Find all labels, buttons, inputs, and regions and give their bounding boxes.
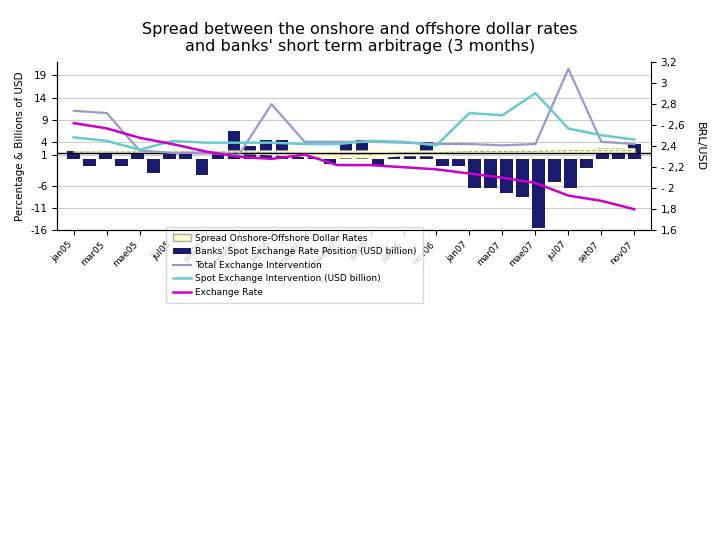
Bar: [596, 148, 608, 159]
Bar: [148, 159, 161, 173]
Bar: [468, 159, 480, 188]
Bar: [420, 142, 433, 159]
Bar: [340, 142, 352, 159]
Bar: [628, 144, 641, 159]
Bar: [532, 159, 544, 228]
Bar: [356, 139, 369, 159]
Bar: [387, 151, 400, 159]
Bar: [115, 159, 128, 166]
Y-axis label: BRL/USD: BRL/USD: [695, 122, 705, 171]
Bar: [484, 159, 497, 188]
Bar: [372, 159, 384, 166]
Bar: [580, 159, 593, 168]
Bar: [500, 159, 513, 193]
Bar: [404, 151, 416, 159]
Bar: [68, 151, 80, 159]
Bar: [451, 159, 464, 166]
Bar: [307, 151, 320, 159]
Bar: [260, 139, 272, 159]
Bar: [163, 151, 176, 159]
Bar: [132, 151, 144, 159]
Bar: [548, 159, 561, 181]
Bar: [243, 146, 256, 159]
Bar: [212, 151, 225, 159]
Bar: [179, 151, 192, 159]
Bar: [292, 151, 305, 159]
Y-axis label: Percentage & Billions of USD: Percentage & Billions of USD: [15, 71, 25, 221]
Bar: [436, 159, 449, 166]
Bar: [228, 131, 240, 159]
Bar: [84, 159, 96, 166]
Bar: [516, 159, 528, 197]
Text: Spread between the onshore and offshore dollar rates
and banks' short term arbit: Spread between the onshore and offshore …: [143, 22, 577, 54]
Bar: [612, 148, 625, 159]
Bar: [196, 159, 208, 175]
Legend: Spread Onshore-Offshore Dollar Rates, Banks' Spot Exchange Rate Position (USD bi: Spread Onshore-Offshore Dollar Rates, Ba…: [166, 227, 423, 303]
Bar: [324, 159, 336, 164]
Bar: [564, 159, 577, 188]
Bar: [276, 139, 288, 159]
Bar: [99, 151, 112, 159]
